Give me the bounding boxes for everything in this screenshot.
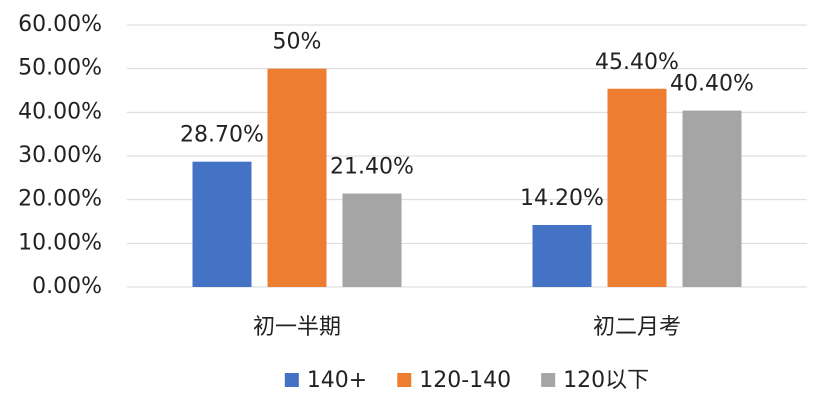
data-label: 14.20% bbox=[520, 186, 604, 211]
bar bbox=[682, 110, 742, 287]
y-tick-label: 30.00% bbox=[18, 143, 102, 168]
data-label: 45.40% bbox=[595, 50, 679, 75]
legend-label: 140+ bbox=[307, 368, 367, 393]
legend-swatch bbox=[397, 373, 412, 387]
y-tick-label: 60.00% bbox=[18, 12, 102, 37]
legend-swatch bbox=[541, 373, 556, 387]
legend-label: 120-140 bbox=[419, 368, 511, 393]
data-label: 21.40% bbox=[330, 155, 414, 180]
bar bbox=[192, 161, 252, 287]
y-tick-label: 50.00% bbox=[18, 56, 102, 81]
legend-label: 120以下 bbox=[563, 368, 649, 393]
y-tick-label: 10.00% bbox=[18, 230, 102, 255]
bar bbox=[532, 224, 592, 287]
data-label: 40.40% bbox=[670, 72, 754, 97]
data-label: 28.70% bbox=[180, 123, 264, 148]
bar bbox=[607, 88, 667, 288]
y-tick-label: 40.00% bbox=[18, 99, 102, 124]
y-tick-label: 20.00% bbox=[18, 187, 102, 212]
legend-swatch bbox=[284, 373, 299, 387]
x-tick-label: 初二月考 bbox=[593, 315, 681, 340]
data-label: 50% bbox=[273, 30, 322, 55]
x-tick-label: 初一半期 bbox=[253, 315, 341, 340]
y-tick-label: 0.00% bbox=[32, 274, 102, 299]
bar bbox=[342, 193, 402, 287]
bar bbox=[267, 68, 327, 288]
